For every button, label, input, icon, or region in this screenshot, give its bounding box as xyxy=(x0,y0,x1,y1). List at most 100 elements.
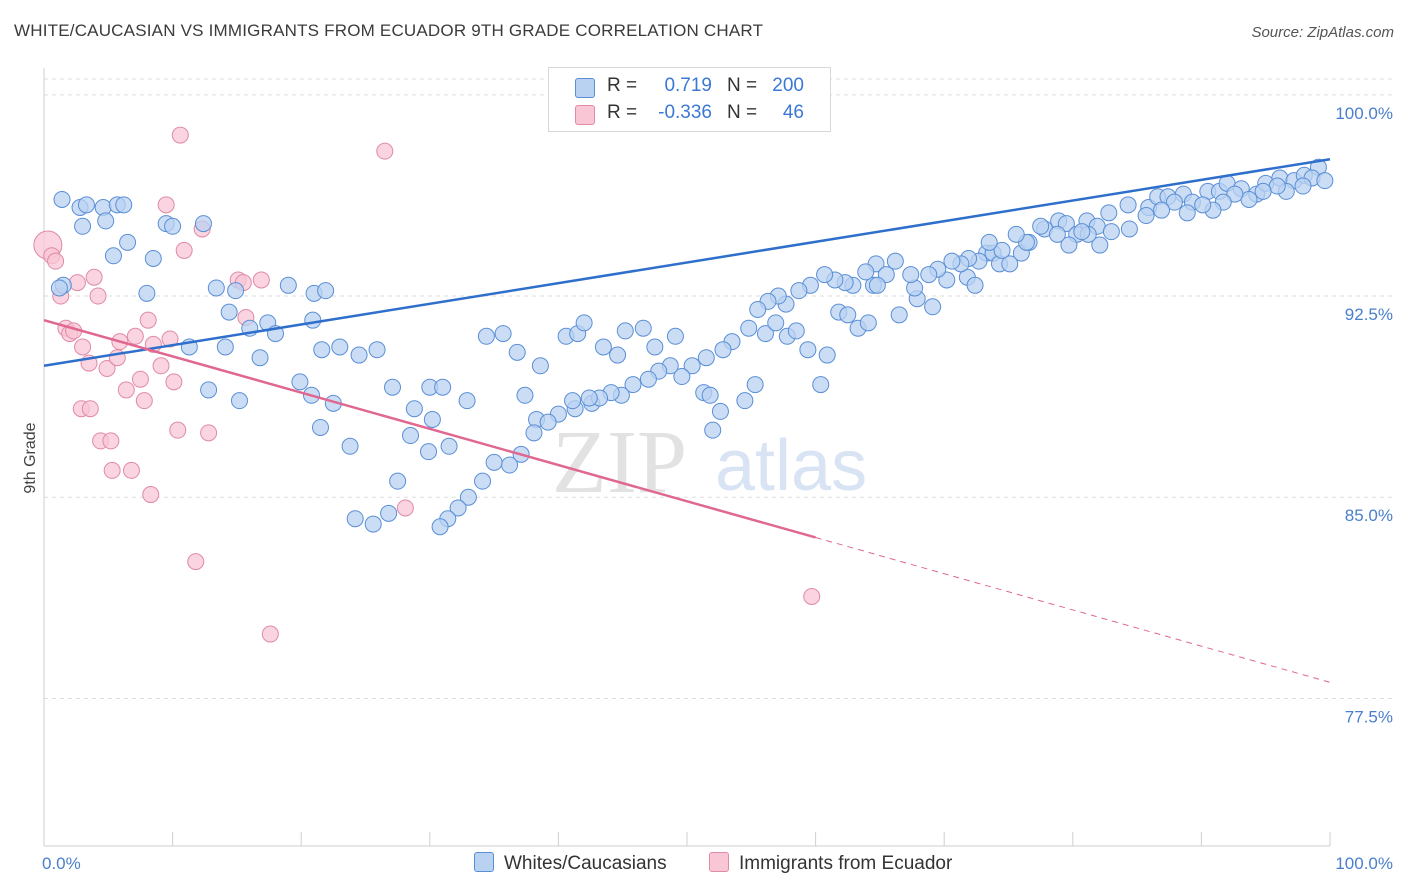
point-ecuador xyxy=(131,370,149,388)
point-whites xyxy=(1007,225,1025,243)
legend-n-value: 200 xyxy=(772,75,804,96)
point-whites xyxy=(943,252,961,270)
point-whites xyxy=(839,306,857,324)
point-whites xyxy=(609,346,627,364)
point-whites xyxy=(539,413,557,431)
point-whites xyxy=(138,284,156,302)
point-whites xyxy=(1240,190,1258,208)
point-ecuador xyxy=(165,373,183,391)
point-whites xyxy=(74,217,92,235)
point-whites xyxy=(331,338,349,356)
point-whites xyxy=(279,276,297,294)
point-ecuador xyxy=(169,421,187,439)
point-ecuador xyxy=(117,381,135,399)
point-whites xyxy=(1001,255,1019,273)
point-whites xyxy=(53,190,71,208)
point-whites xyxy=(616,322,634,340)
point-whites xyxy=(525,424,543,442)
point-whites xyxy=(756,325,774,343)
point-whites xyxy=(1268,177,1286,195)
point-whites xyxy=(624,376,642,394)
point-whites xyxy=(459,488,477,506)
point-whites xyxy=(405,400,423,418)
point-ecuador xyxy=(187,553,205,571)
point-whites xyxy=(886,252,904,270)
point-ecuador xyxy=(175,241,193,259)
point-whites xyxy=(594,338,612,356)
point-ecuador xyxy=(139,311,157,329)
point-whites xyxy=(673,368,691,386)
legend-swatch-blue xyxy=(575,78,595,98)
point-whites xyxy=(207,279,225,297)
point-whites xyxy=(194,215,212,233)
point-whites xyxy=(104,247,122,265)
legend-n-label: N = xyxy=(727,75,758,96)
point-whites xyxy=(890,306,908,324)
point-whites xyxy=(420,443,438,461)
point-whites xyxy=(714,341,732,359)
point-ecuador xyxy=(126,327,144,345)
point-whites xyxy=(1194,196,1212,214)
point-whites xyxy=(434,378,452,396)
point-ecuador xyxy=(103,461,121,479)
y-axis-tick-labels: 100.0% 92.5% 85.0% 77.5% xyxy=(1335,104,1393,727)
point-whites xyxy=(144,249,162,267)
legend-swatch-pink xyxy=(575,105,595,125)
legend-r-label: R = xyxy=(607,75,638,96)
point-whites xyxy=(1091,236,1109,254)
series-whites-caucasians xyxy=(50,158,1334,536)
x-tick-label-max: 100.0% xyxy=(1335,854,1393,873)
legend-row-ecuador: R = -0.336 N = 46 xyxy=(549,101,830,127)
trend-lines xyxy=(43,157,1331,683)
y-tick-label: 85.0% xyxy=(1345,506,1393,525)
point-whites xyxy=(1165,193,1183,211)
point-whites xyxy=(701,386,719,404)
point-ecuador xyxy=(85,268,103,286)
point-whites xyxy=(711,402,729,420)
watermark-atlas: atlas xyxy=(715,426,867,506)
point-whites xyxy=(639,370,657,388)
legend-swatch-pink xyxy=(709,852,729,872)
point-whites xyxy=(423,410,441,428)
point-whites xyxy=(477,327,495,345)
y-tick-label: 92.5% xyxy=(1345,305,1393,324)
point-whites xyxy=(77,196,95,214)
point-whites xyxy=(746,376,764,394)
trend-line-whites xyxy=(43,157,1331,368)
point-whites xyxy=(634,319,652,337)
point-whites xyxy=(227,282,245,300)
point-whites xyxy=(50,279,68,297)
trend-line-ecuador xyxy=(43,318,816,539)
point-whites xyxy=(449,499,467,517)
point-whites xyxy=(740,319,758,337)
point-whites xyxy=(704,421,722,439)
point-whites xyxy=(920,266,938,284)
point-whites xyxy=(119,233,137,251)
point-ecuador xyxy=(171,126,189,144)
point-whites xyxy=(902,266,920,284)
point-whites xyxy=(749,300,767,318)
point-whites xyxy=(531,357,549,375)
legend-item-whites: Whites/Caucasians xyxy=(474,852,667,875)
point-ecuador xyxy=(252,271,270,289)
point-whites xyxy=(474,472,492,490)
point-whites xyxy=(787,322,805,340)
point-whites xyxy=(1032,217,1050,235)
point-whites xyxy=(350,346,368,364)
point-ecuador xyxy=(376,142,394,160)
point-whites xyxy=(97,212,115,230)
point-whites xyxy=(251,349,269,367)
point-whites xyxy=(389,472,407,490)
point-ecuador xyxy=(396,499,414,517)
point-whites xyxy=(494,325,512,343)
point-whites xyxy=(346,510,364,528)
point-whites xyxy=(458,392,476,410)
point-whites xyxy=(980,233,998,251)
point-whites xyxy=(313,341,331,359)
point-whites xyxy=(564,392,582,410)
point-whites xyxy=(380,504,398,522)
y-tick-label: 100.0% xyxy=(1335,104,1393,123)
point-whites xyxy=(1137,207,1155,225)
point-whites xyxy=(924,298,942,316)
stats-legend: R = 0.719 N = 200 R = -0.336 N = 46 xyxy=(548,67,831,132)
